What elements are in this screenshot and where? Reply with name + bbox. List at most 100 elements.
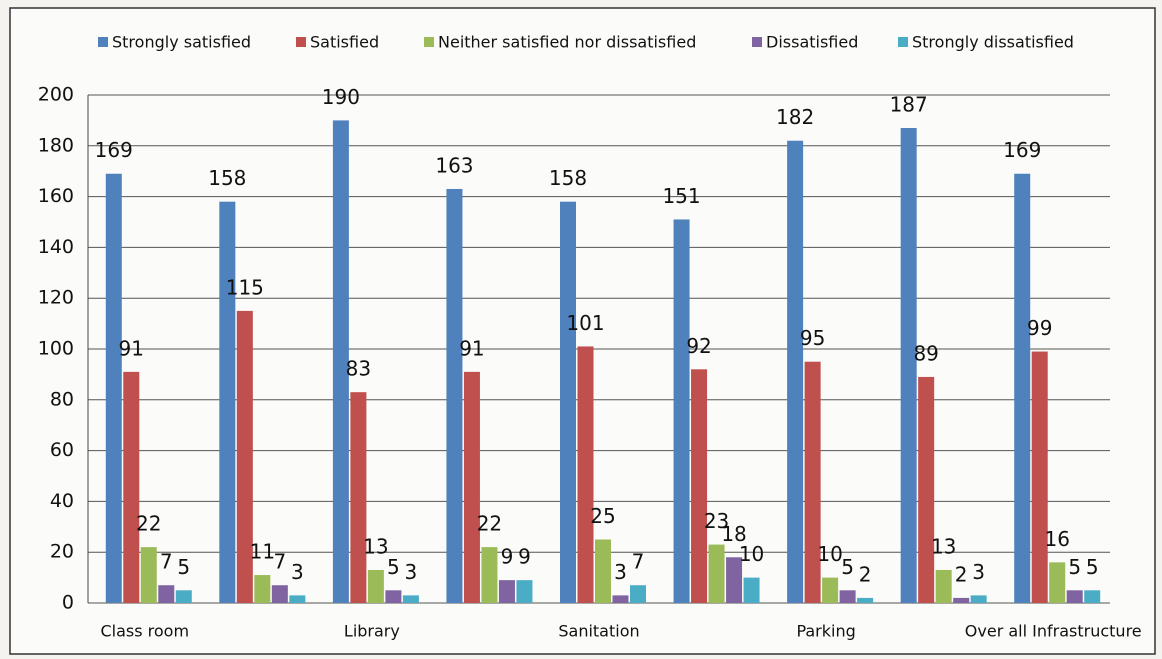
bar xyxy=(822,577,839,603)
data-label: 16 xyxy=(1044,527,1069,551)
y-tick-label: 200 xyxy=(38,84,74,106)
data-label: 5 xyxy=(841,555,854,579)
bar xyxy=(516,580,533,603)
data-label: 163 xyxy=(435,153,473,177)
y-tick-label: 0 xyxy=(62,592,74,614)
bar xyxy=(271,585,288,603)
data-label: 91 xyxy=(119,336,144,360)
legend-swatch xyxy=(98,37,108,47)
bar xyxy=(446,188,463,604)
data-label: 13 xyxy=(363,534,388,558)
data-label: 187 xyxy=(890,93,928,117)
bar xyxy=(254,575,271,603)
bar xyxy=(691,369,708,603)
bar xyxy=(140,547,157,603)
data-label: 10 xyxy=(817,542,842,566)
bar xyxy=(1066,590,1083,603)
data-label: 151 xyxy=(662,184,700,208)
y-tick-label: 120 xyxy=(38,287,74,309)
data-label: 18 xyxy=(721,522,746,546)
bar xyxy=(787,140,804,603)
data-label: 7 xyxy=(632,550,645,574)
data-label: 99 xyxy=(1027,316,1052,340)
legend-label: Dissatisfied xyxy=(766,33,858,52)
data-label: 3 xyxy=(972,560,985,584)
y-tick-label: 40 xyxy=(50,490,74,512)
data-label: 3 xyxy=(614,560,627,584)
y-tick-label: 180 xyxy=(38,134,74,156)
legend-swatch xyxy=(752,37,762,47)
data-label: 5 xyxy=(1068,555,1081,579)
data-label: 9 xyxy=(501,545,514,569)
data-label: 3 xyxy=(291,560,304,584)
bar xyxy=(481,547,498,603)
data-label: 89 xyxy=(913,341,938,365)
data-label: 115 xyxy=(226,275,264,299)
y-tick-label: 60 xyxy=(50,439,74,461)
bar xyxy=(402,595,419,603)
x-tick-label: Class room xyxy=(100,622,189,641)
bar xyxy=(158,585,175,603)
data-label: 5 xyxy=(177,555,190,579)
data-label: 11 xyxy=(250,540,275,564)
bar xyxy=(900,128,917,603)
bar xyxy=(498,580,515,603)
bar xyxy=(1084,590,1101,603)
data-label: 92 xyxy=(686,334,711,358)
data-label: 5 xyxy=(387,555,400,579)
data-label: 190 xyxy=(322,85,360,109)
data-label: 101 xyxy=(566,311,604,335)
bar xyxy=(577,346,594,603)
legend-label: Strongly dissatisfied xyxy=(912,33,1074,52)
y-tick-label: 100 xyxy=(38,338,74,360)
bar xyxy=(560,201,576,603)
bar xyxy=(236,310,253,603)
legend-label: Strongly satisfied xyxy=(112,33,251,52)
data-label: 22 xyxy=(477,512,502,536)
bar xyxy=(175,590,192,603)
legend-swatch xyxy=(296,37,306,47)
data-label: 7 xyxy=(273,550,286,574)
bar xyxy=(630,585,646,603)
y-tick-label: 140 xyxy=(38,236,74,258)
legend-label: Neither satisfied nor dissatisfied xyxy=(438,33,696,52)
data-label: 9 xyxy=(518,545,531,569)
bar xyxy=(673,219,690,603)
bar xyxy=(839,590,856,603)
bar xyxy=(726,557,743,603)
legend-swatch xyxy=(424,37,434,47)
bar xyxy=(385,590,402,603)
data-label: 2 xyxy=(955,562,968,586)
bar xyxy=(953,597,970,603)
data-label: 169 xyxy=(95,138,133,162)
data-label: 95 xyxy=(800,326,825,350)
bar xyxy=(289,595,306,603)
bar xyxy=(1049,562,1066,603)
bar xyxy=(219,201,236,603)
bar xyxy=(935,569,952,603)
bar xyxy=(332,120,349,604)
legend-swatch xyxy=(898,37,908,47)
data-label: 2 xyxy=(859,562,872,586)
bar xyxy=(350,392,367,603)
bar xyxy=(804,361,821,603)
bar xyxy=(1031,351,1048,603)
x-tick-label: Parking xyxy=(796,622,855,641)
bar xyxy=(1014,173,1031,604)
bar xyxy=(708,544,725,603)
y-tick-label: 20 xyxy=(50,541,74,563)
bar xyxy=(970,595,987,603)
data-label: 10 xyxy=(739,542,764,566)
x-tick-label: Sanitation xyxy=(558,622,639,641)
bar xyxy=(595,539,611,603)
bar xyxy=(612,595,629,603)
data-label: 13 xyxy=(931,534,956,558)
data-label: 91 xyxy=(459,336,484,360)
x-tick-label: Over all Infrastructure xyxy=(965,622,1142,641)
y-tick-label: 80 xyxy=(50,388,74,410)
data-label: 22 xyxy=(136,512,161,536)
y-tick-label: 160 xyxy=(38,185,74,207)
data-label: 182 xyxy=(776,105,814,129)
bar xyxy=(105,173,122,604)
